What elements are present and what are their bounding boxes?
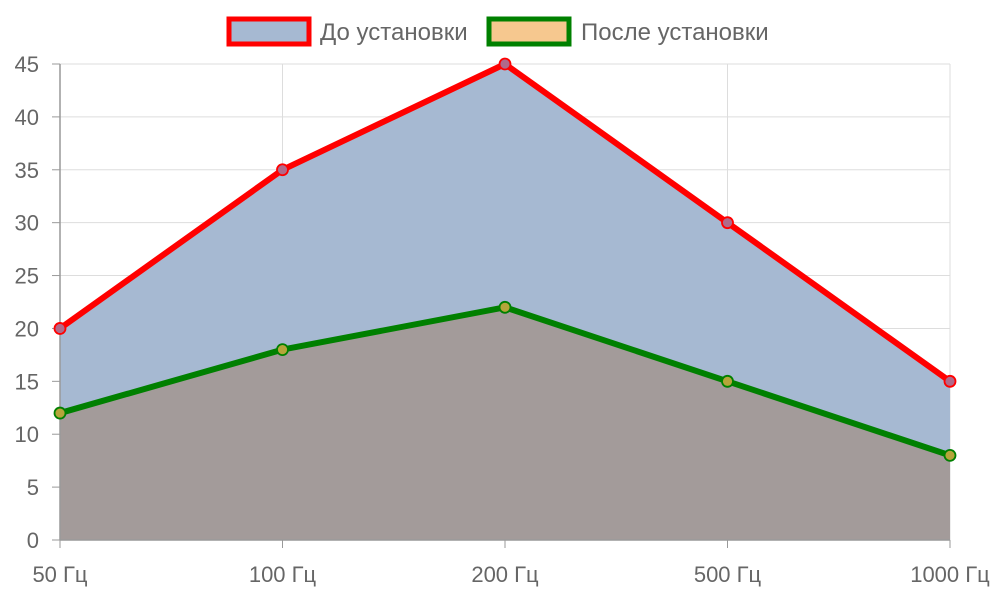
legend-swatch-after — [486, 16, 572, 47]
y-tick-label: 20 — [15, 316, 39, 341]
legend-label-after: После установки — [581, 19, 769, 46]
y-tick-label: 25 — [15, 264, 39, 289]
data-point-after — [276, 343, 289, 357]
data-point-after — [498, 300, 512, 314]
y-tick-label: 30 — [15, 211, 39, 236]
legend-label-before: До установки — [320, 19, 468, 46]
y-axis-ticks: 0 5 10 15 20 25 30 35 40 45 — [15, 52, 39, 553]
y-tick-label: 40 — [15, 105, 39, 130]
series-area-after — [60, 307, 950, 540]
y-tick-label: 35 — [15, 158, 39, 183]
y-tick-label: 15 — [15, 369, 39, 394]
series-points — [53, 57, 957, 462]
y-tick-label: 10 — [15, 422, 39, 447]
data-point-before — [276, 163, 289, 177]
x-tick-label: 100 Гц — [249, 562, 317, 587]
legend-swatch-before — [226, 16, 312, 47]
y-tick-label: 45 — [15, 52, 39, 77]
data-point-before — [943, 374, 957, 388]
data-point-before — [53, 322, 67, 335]
x-tick-label: 1000 Гц — [910, 562, 990, 587]
y-tick-label: 0 — [27, 528, 39, 553]
data-point-after — [721, 374, 734, 388]
legend: До установки После установки — [226, 16, 769, 47]
x-tick-label: 500 Гц — [694, 562, 762, 587]
data-point-after — [53, 406, 67, 420]
data-point-after — [943, 448, 957, 462]
axes — [52, 63, 951, 548]
x-tick-label: 50 Гц — [32, 562, 87, 587]
x-tick-label: 200 Гц — [471, 562, 539, 587]
data-point-before — [498, 57, 512, 71]
x-axis-ticks: 50 Гц 100 Гц 200 Гц 500 Гц 1000 Гц — [32, 562, 990, 587]
y-tick-label: 5 — [27, 475, 39, 500]
data-point-before — [721, 216, 734, 230]
